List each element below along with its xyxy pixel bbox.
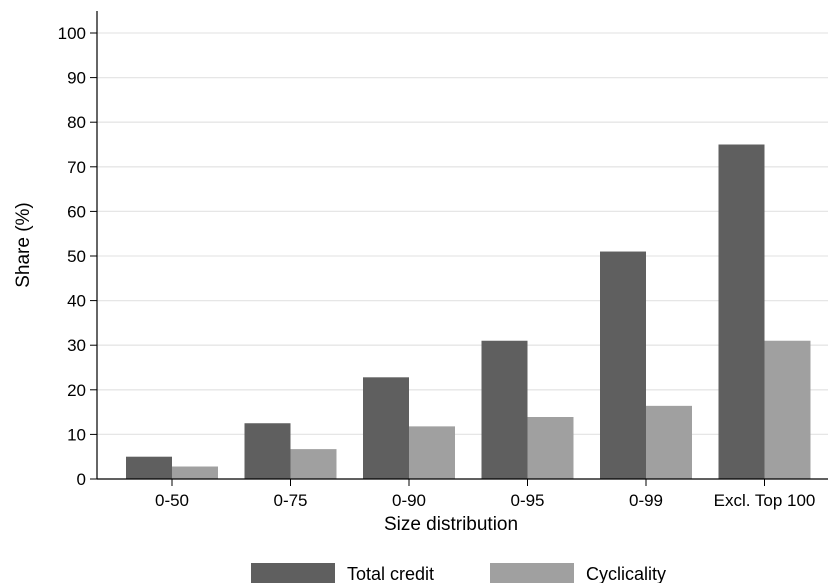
y-tick-label: 10 — [67, 425, 86, 444]
y-tick-label: 30 — [67, 336, 86, 355]
y-tick-label: 20 — [67, 381, 86, 400]
x-tick-label: 0-90 — [392, 491, 426, 510]
x-tick-label: 0-99 — [629, 491, 663, 510]
x-axis-title: Size distribution — [384, 514, 518, 535]
bar-total-credit-0-99 — [600, 251, 646, 479]
bars — [126, 144, 811, 479]
y-tick-label: 50 — [67, 247, 86, 266]
y-tick-labels: 0 10 20 30 40 50 60 70 80 90 100 — [58, 24, 86, 489]
bar-cyclicality-0-95 — [527, 417, 574, 479]
axes — [90, 11, 828, 486]
legend-item-total-credit: Total credit — [251, 563, 434, 583]
bar-total-credit-0-50 — [126, 456, 172, 479]
bar-cyclicality-0-75 — [290, 449, 337, 479]
grid-lines — [97, 32, 828, 436]
bar-cyclicality-0-99 — [646, 405, 692, 479]
y-tick-label: 80 — [67, 113, 86, 132]
x-tick-labels: 0-50 0-75 0-90 0-95 0-99 Excl. Top 100 — [155, 491, 815, 510]
legend-item-cyclicality: Cyclicality — [490, 563, 666, 583]
x-tick-label: 0-75 — [273, 491, 307, 510]
legend-label: Total credit — [347, 564, 434, 583]
bar-total-credit-excl-top-100 — [718, 144, 765, 479]
bar-total-credit-0-95 — [481, 340, 528, 479]
x-tick-label: Excl. Top 100 — [714, 491, 816, 510]
y-tick-label: 40 — [67, 292, 86, 311]
x-tick-label: 0-50 — [155, 491, 189, 510]
y-tick-label: 60 — [67, 202, 86, 221]
bar-cyclicality-excl-top-100 — [764, 340, 811, 479]
y-tick-label: 100 — [58, 24, 86, 43]
bar-total-credit-0-90 — [363, 377, 409, 479]
bar-cyclicality-0-90 — [409, 426, 455, 479]
bar-total-credit-0-75 — [244, 423, 291, 479]
legend-label: Cyclicality — [586, 564, 666, 583]
x-tick-label: 0-95 — [510, 491, 544, 510]
legend-swatch — [251, 563, 335, 583]
y-tick-label: 0 — [77, 470, 86, 489]
bar-cyclicality-0-50 — [172, 466, 218, 479]
y-tick-label: 70 — [67, 158, 86, 177]
legend: Total credit Cyclicality — [251, 563, 666, 583]
legend-swatch — [490, 563, 574, 583]
y-tick-label: 90 — [67, 69, 86, 88]
y-axis-title: Share (%) — [13, 202, 34, 288]
